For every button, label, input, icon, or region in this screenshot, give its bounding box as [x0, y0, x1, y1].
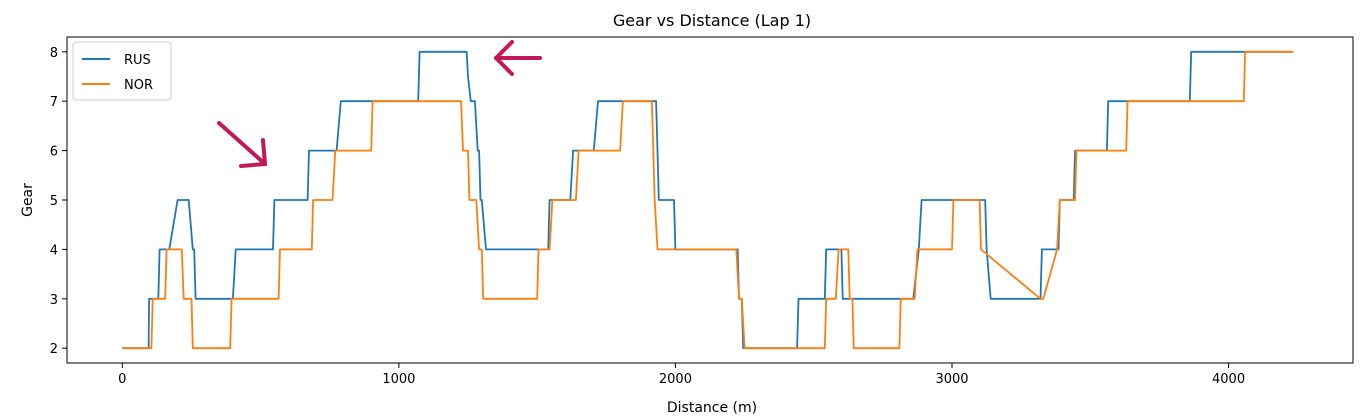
annotation-arrow-down-right	[217, 121, 267, 168]
x-tick-label: 1000	[382, 372, 415, 387]
legend-box	[72, 41, 172, 101]
series-line-rus	[122, 50, 1294, 350]
y-tick-label: 3	[50, 293, 58, 308]
series-layer	[122, 50, 1294, 350]
y-tick-label: 4	[50, 243, 58, 258]
x-tick-label: 2000	[659, 372, 692, 387]
y-tick-label: 8	[50, 46, 58, 61]
y-tick-label: 6	[50, 145, 58, 160]
y-axis-label: Gear	[20, 183, 36, 217]
y-tick-label: 2	[50, 342, 58, 357]
x-axis-label: Distance (m)	[667, 400, 757, 416]
legend: RUS NOR	[72, 41, 172, 101]
series-line-nor	[122, 50, 1294, 350]
legend-label-nor: NOR	[124, 78, 153, 93]
x-tick-label: 3000	[935, 372, 968, 387]
y-tick-label: 7	[50, 95, 58, 110]
tick-layer: 0 1000 2000 3000 4000 2 3 4 5 6 7 8	[50, 46, 1245, 387]
x-tick-label: 4000	[1212, 372, 1245, 387]
x-tick-label: 0	[118, 372, 126, 387]
chart-title: Gear vs Distance (Lap 1)	[613, 11, 811, 30]
y-tick-label: 5	[50, 194, 58, 209]
legend-label-rus: RUS	[124, 53, 151, 68]
plot-area	[66, 36, 1354, 364]
annotation-arrow-left	[494, 40, 542, 76]
